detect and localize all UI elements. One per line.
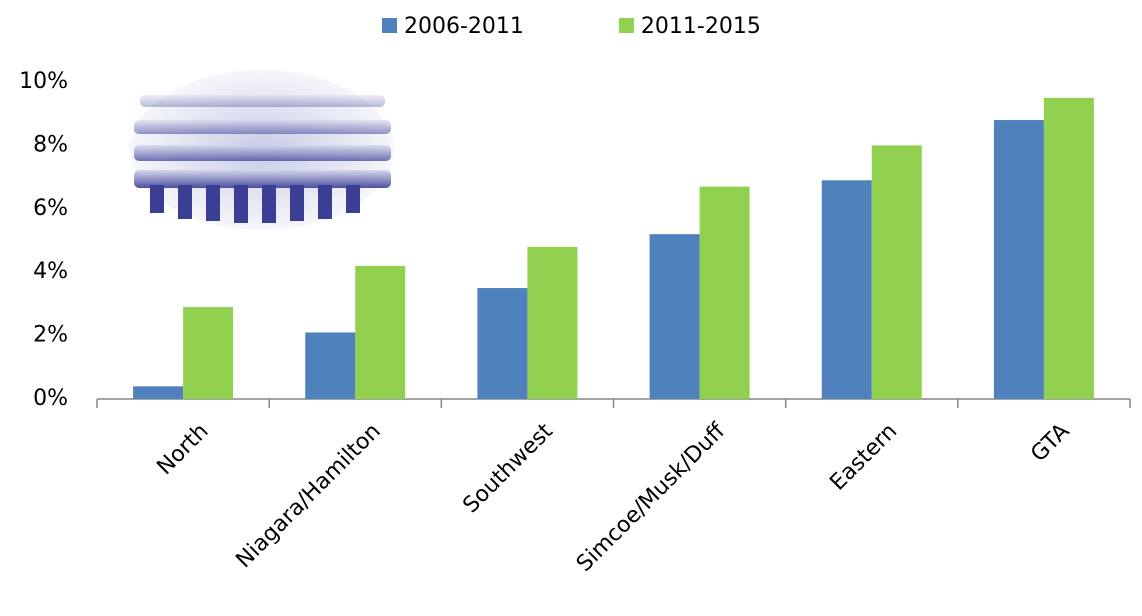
y-tick-label: 6% (33, 196, 68, 221)
legend-label: 2006-2011 (404, 14, 524, 39)
y-tick-label: 4% (33, 259, 68, 284)
bar (305, 332, 356, 399)
y-tick-label: 8% (33, 132, 68, 157)
bar (183, 307, 234, 399)
bar (699, 186, 750, 399)
y-tick-label: 0% (33, 386, 68, 411)
bar (1043, 97, 1094, 399)
y-tick-label: 2% (33, 323, 68, 348)
bar (871, 145, 922, 399)
bar (649, 234, 700, 399)
x-tick-label: Southwest (459, 419, 559, 519)
bar (477, 288, 528, 399)
y-tick-label: 10% (19, 69, 68, 94)
x-tick-label: GTA (1026, 419, 1074, 467)
legend-label: 2011-2015 (641, 14, 761, 39)
bar (821, 180, 872, 399)
x-tick-label: Niagara/Hamilton (231, 419, 385, 573)
legend-swatch (382, 18, 397, 33)
bar (133, 386, 184, 399)
people-illustration (130, 70, 394, 230)
x-tick-label: North (152, 419, 213, 480)
x-tick-label: Eastern (825, 419, 902, 496)
bar (527, 246, 578, 399)
x-tick-label: Simcoe/Musk/Duff (572, 418, 731, 577)
bar (993, 120, 1044, 399)
legend-swatch (618, 18, 634, 33)
bar (355, 265, 406, 399)
